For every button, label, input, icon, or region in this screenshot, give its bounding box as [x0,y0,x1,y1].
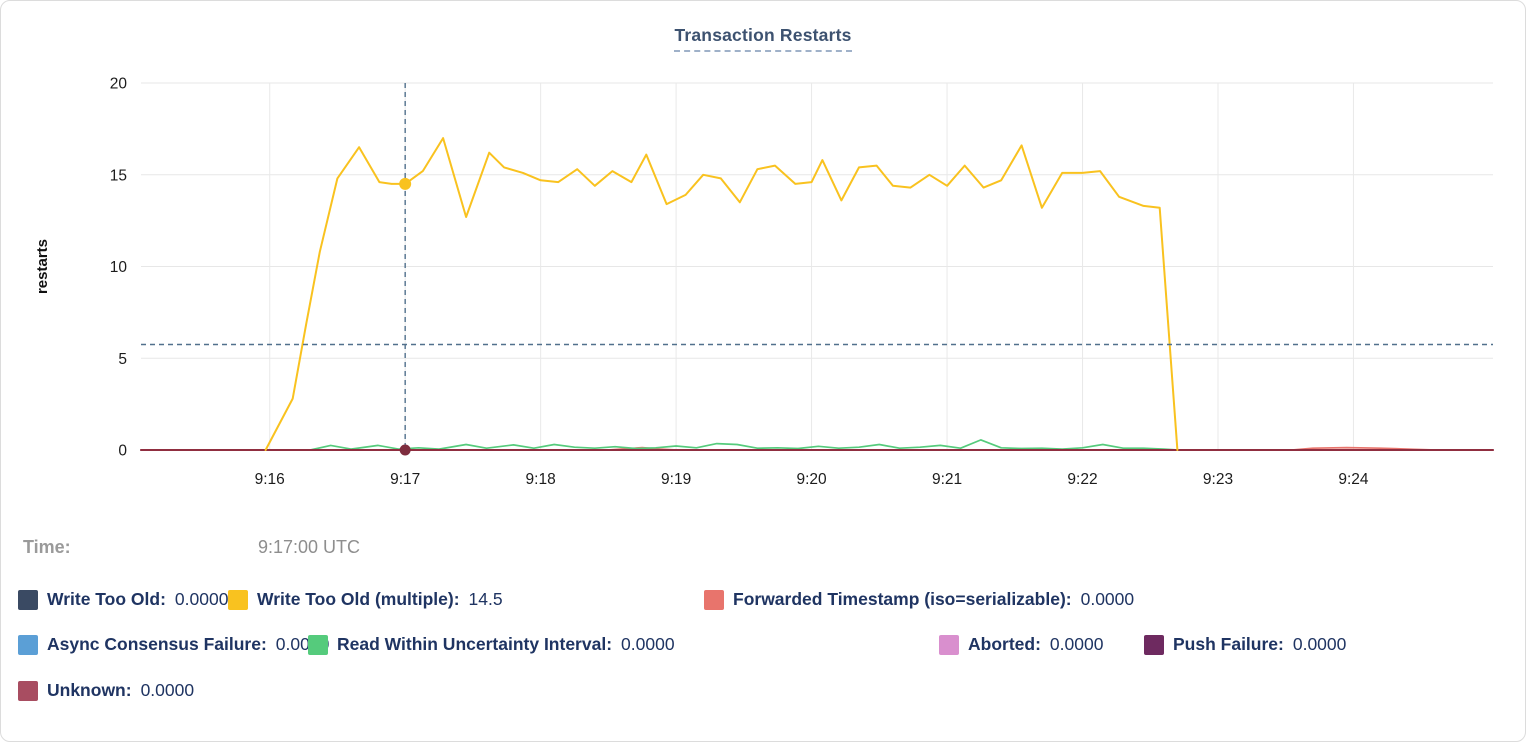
x-tick-label: 9:24 [1338,471,1369,488]
legend-value: 0.0000 [1292,634,1347,654]
y-axis-label: restarts [34,239,51,294]
legend-swatch [18,634,38,655]
legend-value: 0.0000 [174,589,229,609]
legend-item-forwarded-timestamp-iso-serializable-: Forwarded Timestamp (iso=serializable): 0… [704,589,1134,610]
y-tick-label: 15 [110,167,127,184]
y-tick-label: 10 [110,259,128,276]
legend-label: Push Failure: [1173,634,1284,654]
chart-svg[interactable]: 0 5 10 15 20 9:16 9:17 9:18 9:19 9:20 9:21 9:22 9:23… [1,1,1526,506]
legend-item-aborted: Aborted: 0.0000 [939,634,1103,655]
legend-label: Aborted: [968,634,1041,654]
series-line-read-within-uncertainty-interval [309,439,1179,451]
legend-item-unknown: Unknown: 0.0000 [18,680,194,701]
legend-swatch [1144,634,1164,655]
legend-label: Unknown: [47,680,132,700]
legend-label: Write Too Old: [47,589,166,609]
chart-title[interactable]: Transaction Restarts [674,25,852,52]
chart-title-wrap: Transaction Restarts [1,25,1525,52]
legend-swatch [704,589,724,610]
x-tick-label: 9:17 [390,471,420,488]
x-tick-label: 9:22 [1067,471,1097,488]
y-tick-label: 0 [118,443,127,460]
time-label: Time: [23,537,71,557]
plot-hover-area[interactable] [141,83,1493,450]
legend-swatch [308,634,328,655]
x-tick-label: 9:19 [661,471,691,488]
y-tick-label: 5 [118,351,127,368]
legend-label: Write Too Old (multiple): [257,589,460,609]
legend-value: 0.0000 [621,634,675,654]
legend-swatch [228,589,248,610]
time-value: 9:17:00 UTC [258,537,361,557]
legend-swatch [18,589,38,610]
legend-label: Async Consensus Failure: [47,634,267,654]
legend-item-write-too-old: Write Too Old: 0.0000 [18,589,228,610]
x-tick-label: 9:23 [1203,471,1233,488]
legend-value: 0.0000 [1049,634,1104,654]
legend-item-push-failure: Push Failure: 0.0000 [1144,634,1346,655]
legend-swatch [939,634,959,655]
x-tick-label: 9:21 [932,471,962,488]
y-tick-label: 20 [110,76,128,93]
legend-value: 0.0000 [1080,589,1135,609]
highlight-dot-write-too-old-multiple- [399,177,412,190]
x-tick-label: 9:18 [526,471,556,488]
legend-item-async-consensus-failure: Async Consensus Failure: 0.0000 [18,634,329,655]
legend-item-read-within-uncertainty-interval: Read Within Uncertainty Interval: 0.0000 [308,634,675,655]
legend-value: 14.5 [468,589,503,609]
legend-label: Read Within Uncertainty Interval: [337,634,613,654]
legend-swatch [18,680,38,701]
x-tick-label: 9:16 [255,471,285,488]
x-tick-label: 9:20 [796,471,827,488]
series-line-write-too-old-multiple- [264,137,1179,451]
legend-label: Forwarded Timestamp (iso=serializable): [733,589,1072,609]
legend-value: 0.0000 [140,680,195,700]
highlight-dot-unknown [399,444,411,456]
legend-item-write-too-old-multiple-: Write Too Old (multiple): 14.5 [228,589,503,610]
